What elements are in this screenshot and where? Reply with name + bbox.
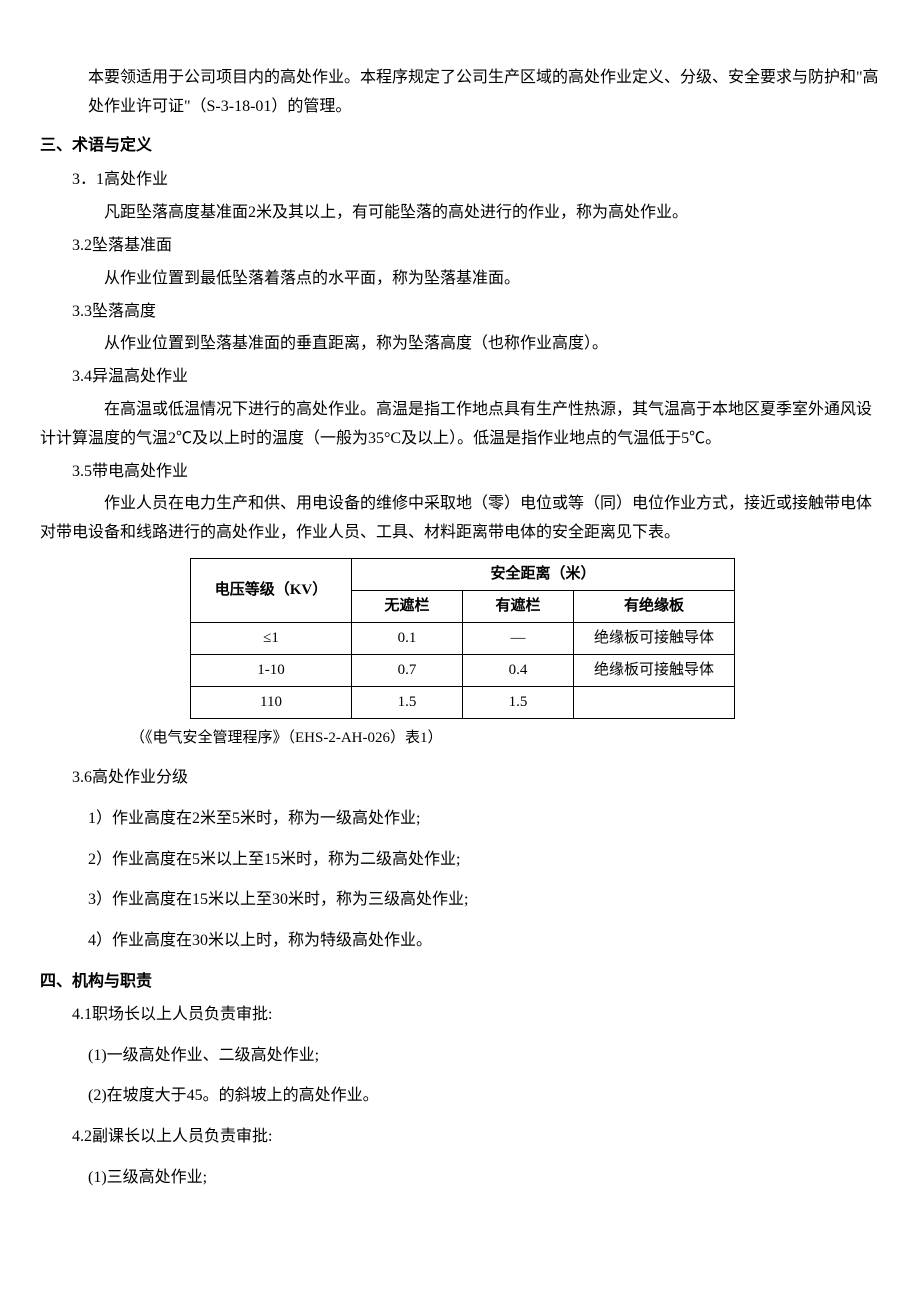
s34-body: 在高温或低温情况下进行的高处作业。高温是指工作地点具有生产性热源，其气温高于本地… xyxy=(40,396,880,454)
s41-l1: (1)一级高处作业、二级高处作业; xyxy=(40,1042,880,1071)
table-row: ≤1 0.1 — 绝缘板可接触导体 xyxy=(191,622,735,654)
table-row: 110 1.5 1.5 xyxy=(191,686,735,718)
s31-body: 凡距坠落高度基准面2米及其以上，有可能坠落的高处进行的作业，称为高处作业。 xyxy=(40,199,880,228)
s34-num: 3.4异温高处作业 xyxy=(40,363,880,392)
s33-body: 从作业位置到坠落基准面的垂直距离，称为坠落高度（也称作业高度）。 xyxy=(40,330,880,359)
safety-distance-table: 电压等级（KV） 安全距离（米） 无遮栏 有遮栏 有绝缘板 ≤1 0.1 — 绝… xyxy=(190,558,735,719)
s41-l2: (2)在坡度大于45。的斜坡上的高处作业。 xyxy=(40,1082,880,1111)
cell: 110 xyxy=(191,686,352,718)
s35-body: 作业人员在电力生产和供、用电设备的维修中采取地（零）电位或等（同）电位作业方式，… xyxy=(40,490,880,548)
th-insulation: 有绝缘板 xyxy=(574,590,735,622)
cell: 0.1 xyxy=(352,622,463,654)
th-distance: 安全距离（米） xyxy=(352,558,735,590)
s36-l3: 3）作业高度在15米以上至30米时，称为三级高处作业; xyxy=(40,886,880,915)
s32-num: 3.2坠落基准面 xyxy=(40,232,880,261)
s33-num: 3.3坠落高度 xyxy=(40,298,880,327)
intro-paragraph: 本要领适用于公司项目内的高处作业。本程序规定了公司生产区域的高处作业定义、分级、… xyxy=(40,64,880,122)
cell: 1-10 xyxy=(191,654,352,686)
th-voltage: 电压等级（KV） xyxy=(191,558,352,622)
cell: 绝缘板可接触导体 xyxy=(574,654,735,686)
cell: — xyxy=(463,622,574,654)
s36-l4: 4）作业高度在30米以上时，称为特级高处作业。 xyxy=(40,927,880,956)
s31-num: 3．1高处作业 xyxy=(40,166,880,195)
table-row: 1-10 0.7 0.4 绝缘板可接触导体 xyxy=(191,654,735,686)
th-no-barrier: 无遮栏 xyxy=(352,590,463,622)
s42-l1: (1)三级高处作业; xyxy=(40,1164,880,1193)
cell: 绝缘板可接触导体 xyxy=(574,622,735,654)
cell: 1.5 xyxy=(352,686,463,718)
cell: ≤1 xyxy=(191,622,352,654)
s35-body-text: 作业人员在电力生产和供、用电设备的维修中采取地（零）电位或等（同）电位作业方式，… xyxy=(40,495,872,541)
th-barrier: 有遮栏 xyxy=(463,590,574,622)
s41-num: 4.1职场长以上人员负责审批: xyxy=(40,1001,880,1030)
s35-num: 3.5带电高处作业 xyxy=(40,458,880,487)
cell: 0.4 xyxy=(463,654,574,686)
cell: 0.7 xyxy=(352,654,463,686)
cell xyxy=(574,686,735,718)
s36-l2: 2）作业高度在5米以上至15米时，称为二级高处作业; xyxy=(40,846,880,875)
section3-title: 三、术语与定义 xyxy=(40,132,880,161)
section4-title: 四、机构与职责 xyxy=(40,968,880,997)
s34-body-text: 在高温或低温情况下进行的高处作业。高温是指工作地点具有生产性热源，其气温高于本地… xyxy=(40,401,872,447)
s36-num: 3.6高处作业分级 xyxy=(40,764,880,793)
s36-l1: 1）作业高度在2米至5米时，称为一级高处作业; xyxy=(40,805,880,834)
table-row: 电压等级（KV） 安全距离（米） xyxy=(191,558,735,590)
cell: 1.5 xyxy=(463,686,574,718)
s42-num: 4.2副课长以上人员负责审批: xyxy=(40,1123,880,1152)
s32-body: 从作业位置到最低坠落着落点的水平面，称为坠落基准面。 xyxy=(40,265,880,294)
table-note: （《电气安全管理程序》（EHS-2-AH-026）表1） xyxy=(40,725,880,752)
